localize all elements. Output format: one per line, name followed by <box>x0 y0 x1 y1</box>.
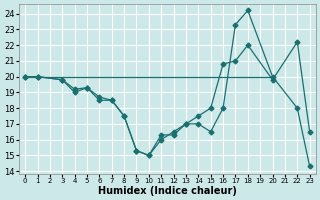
X-axis label: Humidex (Indice chaleur): Humidex (Indice chaleur) <box>98 186 237 196</box>
